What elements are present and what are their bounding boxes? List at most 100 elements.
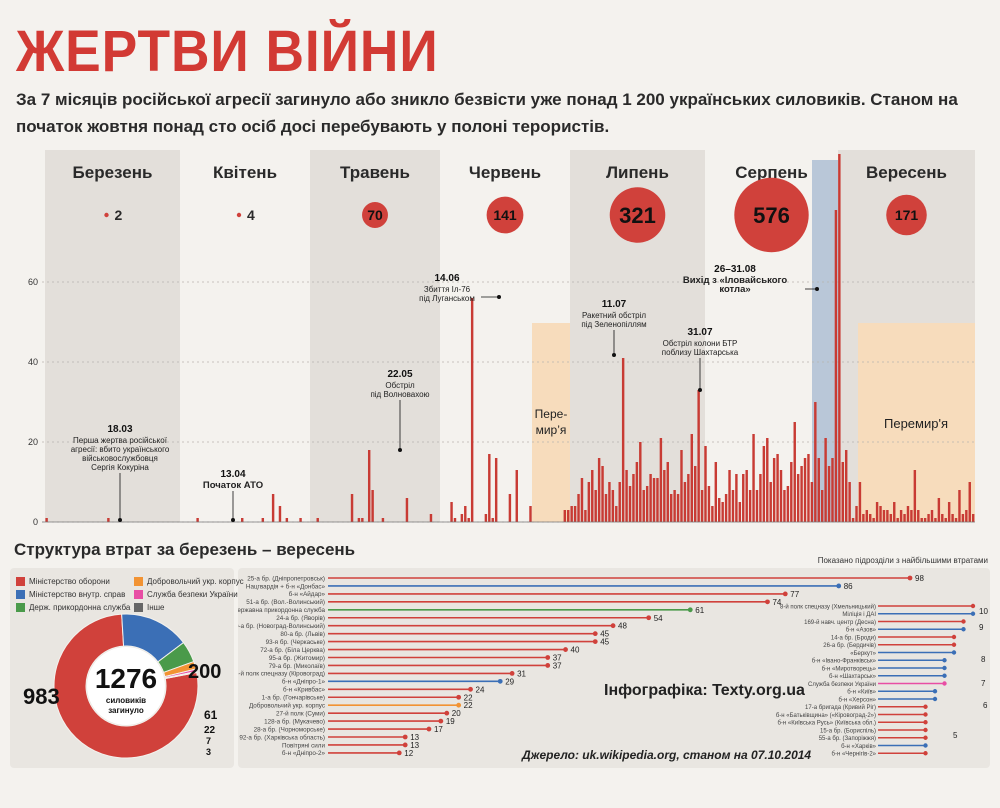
pie-total-value: 1276: [94, 663, 158, 694]
day-bar: [858, 482, 862, 522]
day-bar: [508, 494, 512, 522]
unit-value-group: 8: [981, 655, 986, 664]
unit-label: 51-а бр. (Вол.-Волинський): [246, 598, 325, 606]
unit-label: 27-й полк (Суми): [276, 709, 325, 717]
annotation-text: Ракетний обстріл: [582, 311, 646, 320]
unit-label: 93-я бр. (Черкаське): [266, 638, 325, 646]
day-bar: [659, 438, 663, 522]
page-subtitle: За 7 місяців російської агресії загинуло…: [16, 90, 958, 136]
day-bar: [917, 510, 920, 522]
month-label: Серпень: [735, 163, 808, 182]
legend-swatch: [16, 590, 25, 599]
day-bar: [608, 482, 611, 522]
unit-dot: [942, 665, 947, 671]
unit-value: 45: [600, 638, 609, 647]
day-bar: [903, 514, 906, 522]
unit-dot: [923, 704, 928, 709]
legend-swatch: [134, 603, 143, 612]
unit-dot: [932, 696, 938, 702]
day-bar: [107, 518, 110, 522]
day-bar: [731, 490, 735, 522]
pie-value-label: 3: [206, 747, 211, 757]
unit-value: 48: [618, 622, 627, 631]
pie-legend-item: Міністерство внутр. справ: [16, 590, 125, 599]
annotation-date: 31.07: [687, 327, 712, 338]
day-bar: [841, 462, 844, 522]
day-bar: [529, 506, 532, 522]
unit-dot: [836, 583, 842, 589]
day-bar: [927, 514, 930, 522]
unit-value: 13: [410, 741, 419, 750]
day-bar: [196, 518, 199, 522]
truce-band-september: [858, 323, 975, 522]
annotation-text: Збиття Іл-76: [424, 285, 471, 294]
annotation-date: 11.07: [602, 299, 627, 310]
day-bar: [714, 462, 718, 522]
annotation-text: Обстріл колони БТР: [663, 339, 738, 348]
unit-label: Добровольчий укр. корпус: [249, 702, 325, 710]
day-bar: [971, 514, 975, 522]
day-bar: [742, 474, 745, 522]
legend-swatch: [134, 577, 143, 586]
day-bar: [350, 494, 354, 522]
unit-value: 19: [446, 717, 455, 726]
day-bar: [796, 474, 800, 522]
unit-dot: [468, 686, 473, 692]
day-bar: [803, 458, 807, 522]
day-bar: [721, 502, 724, 522]
legend-swatch: [16, 603, 25, 612]
day-bar: [697, 390, 700, 522]
day-bar: [693, 466, 697, 522]
month-total-circle: [486, 196, 524, 234]
day-bar: [920, 518, 923, 522]
pie-center: [87, 647, 165, 725]
unit-label: 169-й навч. центр (Десна): [804, 619, 876, 626]
day-bar: [645, 486, 649, 522]
annotation-text: під Луганськом: [419, 294, 475, 303]
annotation-text: Вихід з «Іловайського: [683, 275, 788, 286]
day-bar: [241, 518, 244, 522]
pie-total-label: силовиків загинуло: [105, 696, 147, 715]
pie-value-label: 200: [188, 661, 221, 683]
unit-dot: [782, 591, 788, 597]
day-bar: [639, 442, 642, 522]
day-bar: [494, 458, 498, 522]
unit-value-group: 9: [979, 623, 984, 632]
legend-swatch: [134, 590, 143, 599]
unit-dot: [951, 650, 957, 655]
day-bar: [759, 474, 762, 522]
unit-dot: [970, 611, 976, 616]
day-bar: [591, 470, 594, 522]
annotation-text: котла»: [719, 284, 750, 295]
day-bar: [45, 518, 48, 522]
day-bar: [357, 518, 361, 522]
unit-dot: [396, 750, 402, 756]
day-bar: [899, 510, 903, 522]
day-bar: [896, 518, 899, 522]
annotation-dot: [118, 518, 122, 522]
annotation-date: 13.04: [220, 469, 245, 480]
unit-label: Державна прикордонна служба: [238, 606, 325, 614]
annotation-text: Сергія Кокуріна: [91, 463, 149, 472]
unit-label: 3-й полк спецназу (Кіровоград): [238, 670, 325, 678]
day-bar: [951, 514, 954, 522]
unit-label: б-н «Київ»: [847, 690, 876, 696]
day-bar: [968, 482, 971, 522]
unit-dot: [961, 627, 966, 632]
pie-legend-item: Міністерство оборони: [16, 577, 110, 586]
day-bar: [450, 502, 453, 522]
day-bar: [587, 482, 591, 522]
unit-dot: [444, 710, 450, 716]
day-bar: [642, 490, 645, 522]
unit-dot: [923, 727, 928, 733]
day-bar: [961, 514, 965, 522]
pie-legend-item: Держ. прикордонна служба: [16, 603, 130, 612]
day-bar: [683, 482, 687, 522]
annotation-dot: [231, 518, 235, 522]
unit-label: 92-а бр. (Харківська область): [239, 733, 325, 741]
day-bar: [865, 510, 869, 522]
unit-value: 31: [517, 669, 526, 678]
unit-dot: [592, 631, 598, 637]
unit-dot: [402, 742, 408, 748]
